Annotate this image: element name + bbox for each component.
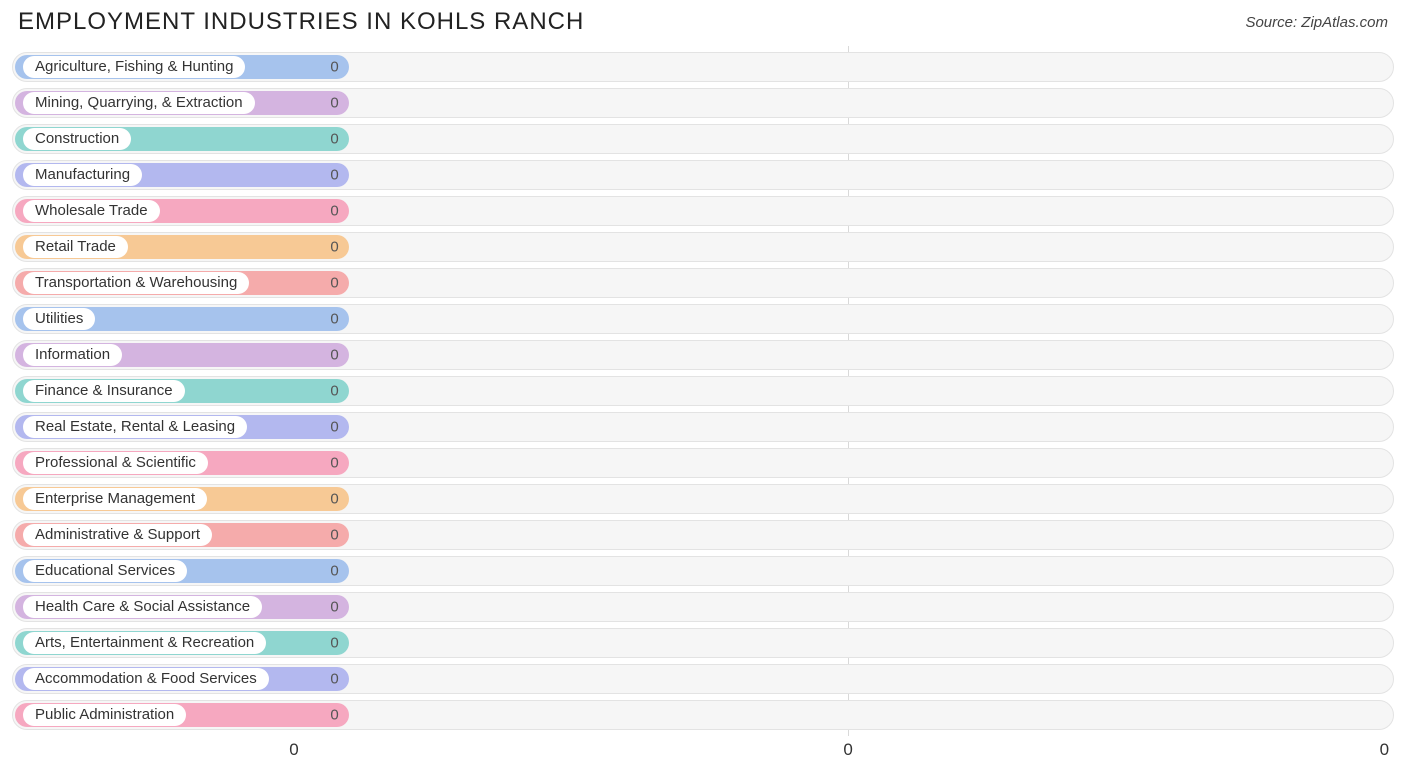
- bar-label: Utilities: [23, 308, 95, 330]
- bar-value: 0: [330, 563, 338, 580]
- bar-track: Utilities 0: [12, 304, 1394, 334]
- bar-value: 0: [330, 455, 338, 472]
- chart-source: Source: ZipAtlas.com: [1245, 14, 1388, 31]
- bar-label: Finance & Insurance: [23, 380, 185, 402]
- bar-label: Retail Trade: [23, 236, 128, 258]
- bar-track: Information 0: [12, 340, 1394, 370]
- bar-value: 0: [330, 491, 338, 508]
- bar-track: Finance & Insurance 0: [12, 376, 1394, 406]
- bar-label: Health Care & Social Assistance: [23, 596, 262, 618]
- bar-label: Information: [23, 344, 122, 366]
- bar-value: 0: [330, 239, 338, 256]
- bar-label: Manufacturing: [23, 164, 142, 186]
- bar-label: Wholesale Trade: [23, 200, 160, 222]
- x-axis: 0 0 0: [12, 738, 1394, 762]
- bar-label: Arts, Entertainment & Recreation: [23, 632, 266, 654]
- bar-track: Arts, Entertainment & Recreation 0: [12, 628, 1394, 658]
- chart-title: EMPLOYMENT INDUSTRIES IN KOHLS RANCH: [18, 8, 584, 36]
- axis-tick: 0: [843, 740, 852, 760]
- bar-track: Wholesale Trade 0: [12, 196, 1394, 226]
- bar-track: Transportation & Warehousing 0: [12, 268, 1394, 298]
- bar-label: Mining, Quarrying, & Extraction: [23, 92, 255, 114]
- bar-label: Enterprise Management: [23, 488, 207, 510]
- bar-label: Educational Services: [23, 560, 187, 582]
- bar-track: Construction 0: [12, 124, 1394, 154]
- axis-tick: 0: [289, 740, 298, 760]
- bar-label: Administrative & Support: [23, 524, 212, 546]
- bar-value: 0: [330, 203, 338, 220]
- bar-track: Health Care & Social Assistance 0: [12, 592, 1394, 622]
- bar-value: 0: [330, 131, 338, 148]
- bar-label: Agriculture, Fishing & Hunting: [23, 56, 245, 78]
- bar-track: Professional & Scientific 0: [12, 448, 1394, 478]
- bar-label: Construction: [23, 128, 131, 150]
- bar-track: Mining, Quarrying, & Extraction 0: [12, 88, 1394, 118]
- bar-track: Real Estate, Rental & Leasing 0: [12, 412, 1394, 442]
- bar-track: Educational Services 0: [12, 556, 1394, 586]
- bar-track: Administrative & Support 0: [12, 520, 1394, 550]
- bar-value: 0: [330, 383, 338, 400]
- bar-value: 0: [330, 419, 338, 436]
- bar-value: 0: [330, 167, 338, 184]
- bar-label: Professional & Scientific: [23, 452, 208, 474]
- bar-track: Agriculture, Fishing & Hunting 0: [12, 52, 1394, 82]
- bar-label: Real Estate, Rental & Leasing: [23, 416, 247, 438]
- bar-value: 0: [330, 527, 338, 544]
- bar-value: 0: [330, 311, 338, 328]
- bar-value: 0: [330, 635, 338, 652]
- bar-label: Transportation & Warehousing: [23, 272, 249, 294]
- bar-label: Accommodation & Food Services: [23, 668, 269, 690]
- axis-tick: 0: [1380, 740, 1389, 760]
- bar-value: 0: [330, 95, 338, 112]
- chart-area: Agriculture, Fishing & Hunting0Mining, Q…: [12, 46, 1394, 736]
- bar-value: 0: [330, 599, 338, 616]
- bar-value: 0: [330, 275, 338, 292]
- bar-track: Public Administration 0: [12, 700, 1394, 730]
- bar-value: 0: [330, 347, 338, 364]
- chart-header: EMPLOYMENT INDUSTRIES IN KOHLS RANCH Sou…: [0, 0, 1406, 40]
- bar-value: 0: [330, 59, 338, 76]
- bar-value: 0: [330, 707, 338, 724]
- bar-track: Accommodation & Food Services 0: [12, 664, 1394, 694]
- bar-track: Retail Trade 0: [12, 232, 1394, 262]
- bar-track: Manufacturing 0: [12, 160, 1394, 190]
- chart-rows: Agriculture, Fishing & Hunting0Mining, Q…: [12, 46, 1394, 736]
- bar-label: Public Administration: [23, 704, 186, 726]
- bar-value: 0: [330, 671, 338, 688]
- bar-track: Enterprise Management 0: [12, 484, 1394, 514]
